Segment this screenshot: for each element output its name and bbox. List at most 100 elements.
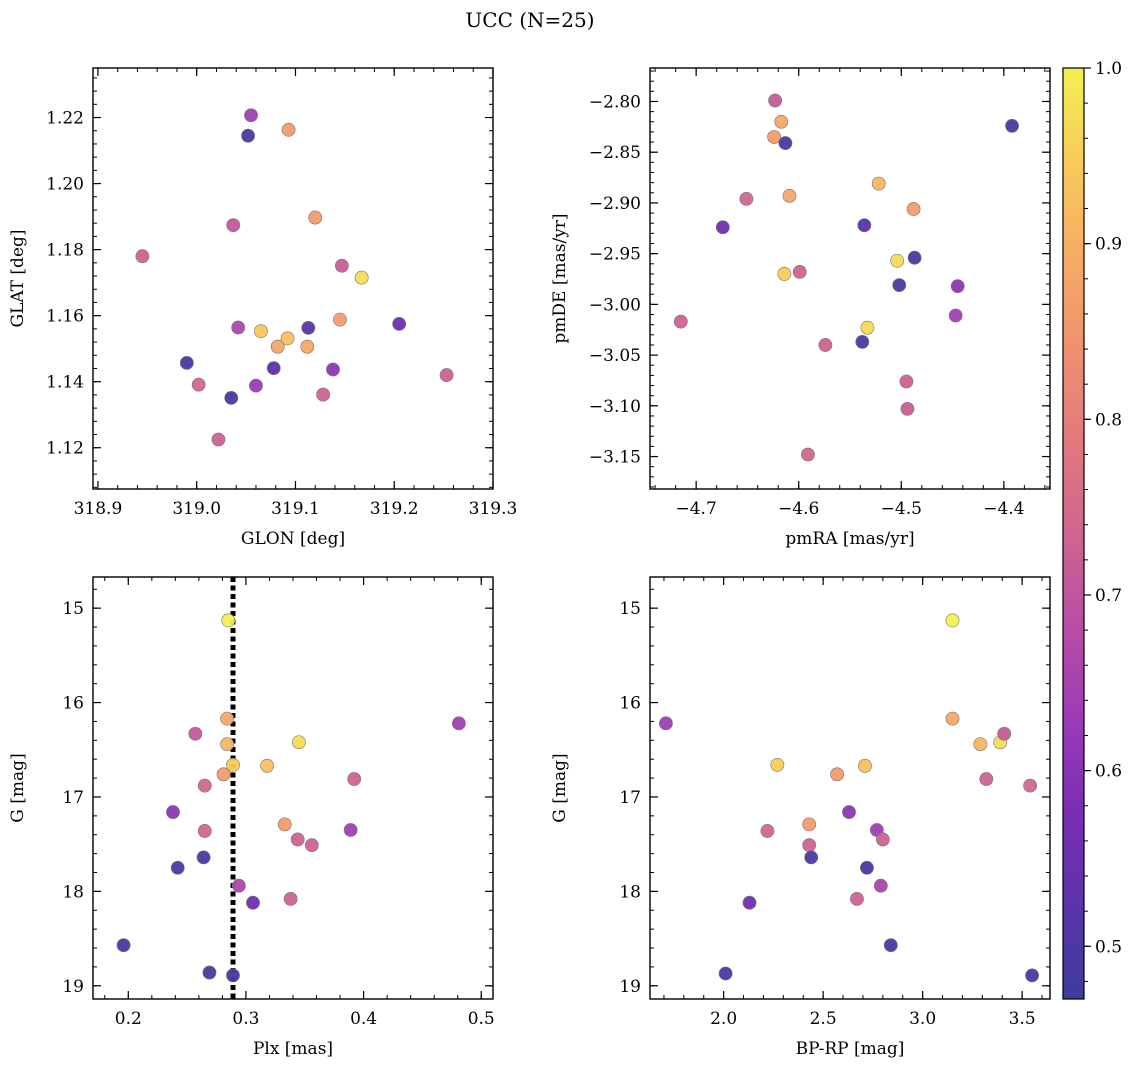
data-point: [770, 757, 785, 772]
y-tick-label: −2.80: [589, 92, 641, 112]
x-tick-label: 0.3: [232, 1009, 259, 1029]
data-point: [802, 838, 817, 853]
data-point: [997, 726, 1012, 741]
data-point: [1005, 118, 1019, 133]
data-point: [830, 767, 844, 782]
x-tick-label: 2.5: [810, 1009, 837, 1029]
x-tick-label: 318.9: [74, 499, 123, 519]
data-point: [777, 267, 792, 281]
y-tick-label: 15: [62, 599, 84, 619]
panel-proper-motion: −4.7 −4.6 −4.5 −4.4 −2.80 −2.85 −2.90 −2.95 −3.0…: [550, 67, 1051, 549]
y-tick-label: −3.00: [589, 295, 641, 315]
y-tick-label: −2.90: [589, 194, 641, 214]
data-point: [290, 832, 305, 847]
axes-frame: [649, 576, 1051, 1000]
colorbar-tick-label: 1.0: [1095, 59, 1122, 79]
data-point: [842, 805, 856, 819]
x-tick-label: 319.3: [469, 499, 518, 519]
y-tick-label: 19: [619, 977, 641, 997]
data-point: [802, 817, 817, 832]
data-point: [439, 368, 454, 382]
data-point: [179, 355, 194, 370]
data-point: [197, 778, 212, 793]
x-axis-label: Plx [mas]: [253, 1039, 333, 1059]
y-axis-label: G [mag]: [550, 753, 570, 822]
colorbar-tick-label: 0.8: [1095, 410, 1122, 430]
data-point: [774, 114, 789, 129]
x-tick-label: 319.1: [271, 499, 320, 519]
data-point: [260, 758, 275, 773]
data-point: [860, 320, 875, 335]
data-point: [347, 772, 362, 786]
data-point: [768, 93, 783, 108]
data-point: [1025, 968, 1039, 983]
y-axis-label: pmDE [mas/yr]: [550, 213, 570, 343]
y-tick-label: −2.95: [589, 245, 641, 265]
x-axis-label: GLON [deg]: [241, 529, 345, 549]
data-point: [899, 374, 914, 389]
data-point: [202, 965, 217, 980]
data-point: [191, 377, 206, 392]
data-point: [883, 938, 898, 953]
y-tick-label: 1.18: [46, 241, 84, 261]
data-point: [945, 711, 960, 726]
panel-parallax-magnitude: 0.2 0.3 0.4 0.5 15 16 17 18 19 Plx [mas] G [mag]: [8, 576, 495, 1059]
data-point: [216, 767, 231, 782]
data-point: [804, 850, 819, 865]
y-tick-label: 1.22: [46, 109, 84, 129]
data-point: [326, 362, 340, 377]
data-point: [244, 108, 258, 123]
y-tick-label: 1.12: [46, 439, 84, 459]
data-point: [277, 817, 292, 832]
data-point: [135, 249, 150, 264]
data-point: [855, 335, 870, 349]
axes-frame: [92, 67, 494, 490]
y-tick-label: −3.15: [589, 448, 641, 468]
data-point: [226, 968, 240, 983]
data-point: [231, 878, 246, 893]
panel-color-magnitude: 2.0 2.5 3.0 3.5 15 16 17 18 19 BP-RP [mag] G [mag]: [550, 576, 1051, 1059]
x-tick-label: 319.2: [370, 499, 419, 519]
data-point: [950, 279, 965, 294]
data-point: [188, 726, 203, 741]
data-point: [300, 339, 315, 354]
y-tick-label: 15: [619, 599, 641, 619]
data-point: [281, 122, 296, 137]
data-point: [254, 324, 268, 339]
data-point: [333, 312, 347, 327]
data-point: [792, 265, 807, 279]
colorbar-tick-label: 0.9: [1095, 235, 1122, 255]
data-point: [220, 711, 235, 726]
data-point: [871, 176, 886, 191]
y-tick-label: 18: [619, 882, 641, 902]
data-point: [945, 613, 960, 628]
y-tick-label: 18: [62, 882, 84, 902]
data-point: [850, 892, 864, 906]
data-point: [249, 378, 263, 393]
data-point: [778, 136, 793, 150]
y-tick-label: 17: [619, 788, 641, 808]
data-point: [858, 758, 872, 773]
y-tick-label: 16: [62, 694, 84, 714]
data-point: [316, 387, 331, 402]
data-point: [718, 966, 733, 981]
data-point: [906, 202, 921, 216]
panel-position: 318.9 319.0 319.1 319.2 319.3 1.12 1.14 1.16 1.1…: [8, 67, 518, 549]
data-point: [211, 432, 226, 447]
axes-frame: [649, 67, 1051, 490]
data-point: [673, 314, 688, 329]
colorbar-gradient: [1062, 67, 1085, 1000]
data-point: [892, 278, 907, 292]
y-tick-label: −3.10: [589, 397, 641, 417]
data-point: [226, 757, 240, 772]
data-point: [742, 895, 757, 910]
y-tick-label: 17: [62, 788, 84, 808]
y-tick-label: 1.14: [46, 373, 84, 393]
data-point: [221, 613, 236, 628]
x-tick-label: 0.4: [350, 1009, 377, 1029]
data-point: [301, 320, 316, 335]
data-point: [860, 860, 874, 875]
data-point: [392, 317, 407, 331]
x-tick-label: 2.0: [710, 1009, 737, 1029]
data-point: [1023, 778, 1037, 793]
